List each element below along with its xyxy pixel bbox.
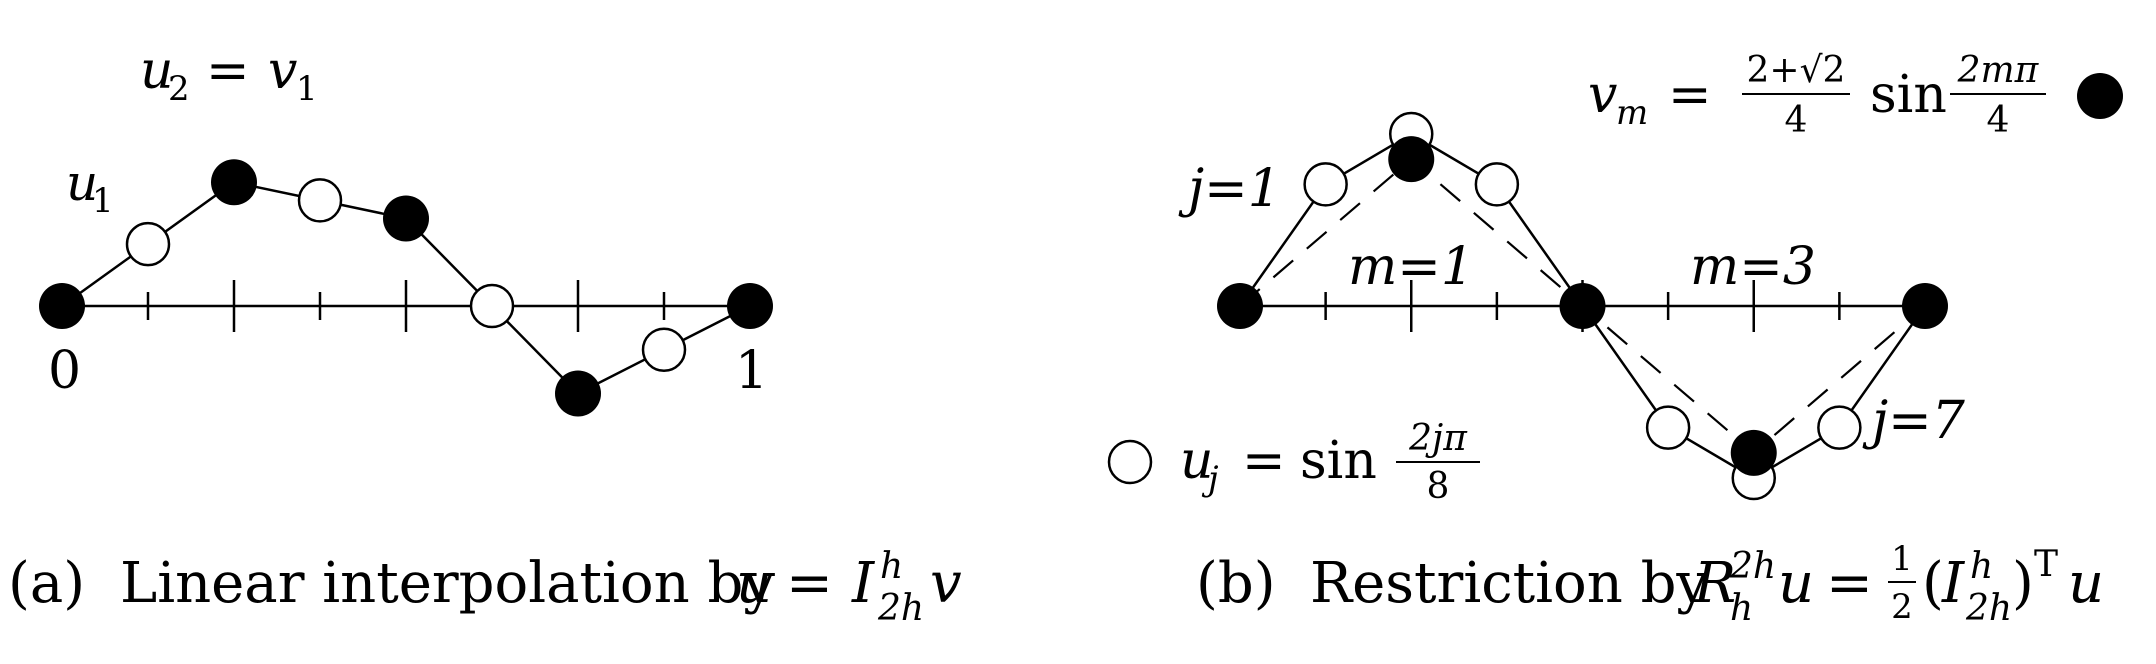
panel-b: j=1 j=7 m=1 m=3 v m = 2+√2 4 sin 2mπ 4 u… [1107, 50, 2123, 629]
fine-point [1645, 405, 1691, 450]
caption-b-text: Restriction by [1310, 551, 1708, 616]
panel-a-label-u1: u 1 [66, 154, 114, 221]
legend-filled-eq: = [1668, 65, 1712, 125]
panel-a-coarse-points [39, 159, 773, 417]
fine-point [297, 178, 343, 223]
legend-filled-frac1-den: 4 [1785, 100, 1808, 141]
caption-b-frac-den: 2 [1891, 587, 1913, 627]
caption-a-I-sub: 2h [877, 588, 924, 629]
legend-filled-frac2-den: 4 [1987, 100, 2010, 141]
caption-a-I: I [851, 551, 876, 616]
caption-b-eq: = [1826, 551, 1873, 616]
legend-open-marker [1107, 439, 1153, 485]
legend-open-u: u [1180, 431, 1214, 491]
u1-sub: 1 [92, 181, 114, 221]
legend-filled-frac2-num: 2mπ [1957, 50, 2040, 91]
u2-eq: = [206, 41, 250, 101]
u2-base: u [140, 41, 174, 101]
caption-b-R-sup: 2h [1729, 546, 1776, 587]
legend-open-eq: = [1242, 431, 1286, 491]
caption-b-R: R [1693, 551, 1736, 616]
coarse-point [39, 283, 85, 329]
caption-a-I-sup: h [880, 546, 903, 587]
fine-point [1817, 405, 1862, 450]
legend-filled: v m = 2+√2 4 sin 2mπ 4 [1588, 50, 2123, 141]
fine-point [469, 283, 515, 329]
fine-point [1303, 162, 1348, 207]
caption-b-tag: (b) [1196, 551, 1276, 616]
caption-b-R-sub: h [1730, 588, 1753, 629]
caption-b-T: T [2034, 544, 2058, 585]
panel-b-label-j1: j=1 [1178, 159, 1281, 219]
caption-b-lparen: ( [1922, 551, 1944, 616]
panel-b-label-j7: j=7 [1862, 391, 1966, 451]
panel-a-label-one: 1 [735, 341, 768, 401]
u1-base: u [66, 154, 98, 212]
panel-a-label-u2-v1: u 2 = v 1 [140, 41, 318, 109]
fine-point [641, 327, 687, 372]
legend-open: u j = sin 2jπ 8 [1107, 418, 1480, 507]
panel-a-caption: (a) Linear interpolation by u = I h 2h v [8, 546, 962, 629]
legend-open-sin: sin [1300, 431, 1377, 491]
panel-b-label-m3: m=3 [1690, 237, 1816, 297]
caption-a-u: u [736, 551, 772, 616]
panel-b-coarse-points [1217, 136, 1948, 476]
caption-b-I: I [1941, 551, 1966, 616]
legend-filled-v: v [1588, 65, 1617, 125]
caption-a-text: Linear interpolation by [120, 551, 775, 616]
caption-b-I-sup: h [1970, 546, 1993, 587]
coarse-point [1730, 429, 1777, 476]
panel-a: 0 1 u 1 u 2 = v 1 (a) Linear interpolati… [8, 41, 962, 629]
legend-filled-sub: m [1616, 93, 1648, 133]
caption-b-frac-num: 1 [1891, 539, 1913, 579]
panel-a-fine-points [125, 178, 687, 372]
caption-b-u-rhs: u [2068, 551, 2104, 616]
legend-filled-marker [2077, 73, 2123, 119]
coarse-point [383, 195, 429, 242]
coarse-point [211, 159, 257, 206]
panel-b-label-m1: m=1 [1348, 237, 1474, 297]
caption-b-u: u [1778, 551, 1814, 616]
j7-j: j=7 [1862, 391, 1966, 451]
coarse-point [1902, 283, 1948, 329]
legend-filled-frac1-num: 2+√2 [1747, 50, 1846, 91]
v1-base: v [268, 41, 297, 101]
j1-j: j=1 [1178, 159, 1281, 219]
fine-point [125, 221, 171, 267]
caption-a-v: v [930, 551, 962, 616]
coarse-point [1217, 283, 1263, 329]
coarse-point [555, 370, 601, 417]
u2-sub: 2 [168, 69, 190, 109]
coarse-point [727, 283, 773, 329]
coarse-point [1388, 136, 1435, 183]
legend-open-frac-den: 8 [1427, 466, 1450, 507]
caption-b-I-sub: 2h [1965, 588, 2012, 629]
fine-point [1474, 162, 1520, 207]
v1-sub: 1 [296, 69, 318, 109]
panel-b-caption: (b) Restriction by R 2h h u = 1 2 ( I h … [1196, 539, 2104, 629]
coarse-point [1559, 283, 1606, 329]
caption-a-eq: = [786, 551, 833, 616]
legend-filled-sin: sin [1870, 65, 1947, 125]
panel-a-label-zero: 0 [48, 341, 81, 401]
legend-open-frac-num: 2jπ [1408, 418, 1468, 459]
caption-b-rparen: ) [2012, 551, 2034, 616]
caption-a-tag: (a) [8, 551, 85, 616]
